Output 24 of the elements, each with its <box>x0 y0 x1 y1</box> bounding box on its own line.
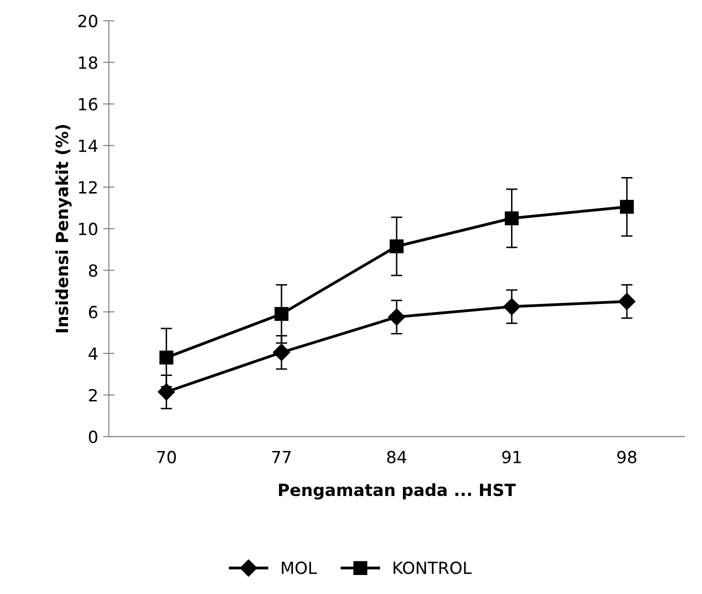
y-tick-label: 12 <box>79 181 97 194</box>
y-tick-label: 20 <box>78 14 98 28</box>
y-tick-label: 6 <box>88 306 98 318</box>
y-axis-title: Insidensi Penyakit (%) <box>55 125 72 332</box>
y-tick-label: 0 <box>88 430 98 444</box>
y-tick-label: 18 <box>79 56 98 69</box>
y-tick-label: 8 <box>88 264 98 277</box>
x-tick-label: 84 <box>387 450 406 464</box>
x-axis-title: Pengamatan pada ... HST <box>278 483 516 500</box>
x-tick-label: 91 <box>502 450 521 464</box>
point <box>620 200 634 214</box>
point <box>159 350 174 365</box>
y-tick-label: 16 <box>79 98 98 111</box>
y-tick-label: 14 <box>79 140 98 152</box>
x-tick-label: 98 <box>617 450 636 464</box>
legend-label: MOL <box>282 561 317 574</box>
point <box>390 239 404 254</box>
y-tick-label: 4 <box>88 348 98 360</box>
point <box>274 306 288 321</box>
y-tick-label: 10 <box>79 222 98 236</box>
x-tick-label: 70 <box>157 450 176 464</box>
y-tick-label: 2 <box>89 388 97 402</box>
legend-label: KONTROL <box>394 561 472 574</box>
x-tick-label: 77 <box>272 450 291 464</box>
